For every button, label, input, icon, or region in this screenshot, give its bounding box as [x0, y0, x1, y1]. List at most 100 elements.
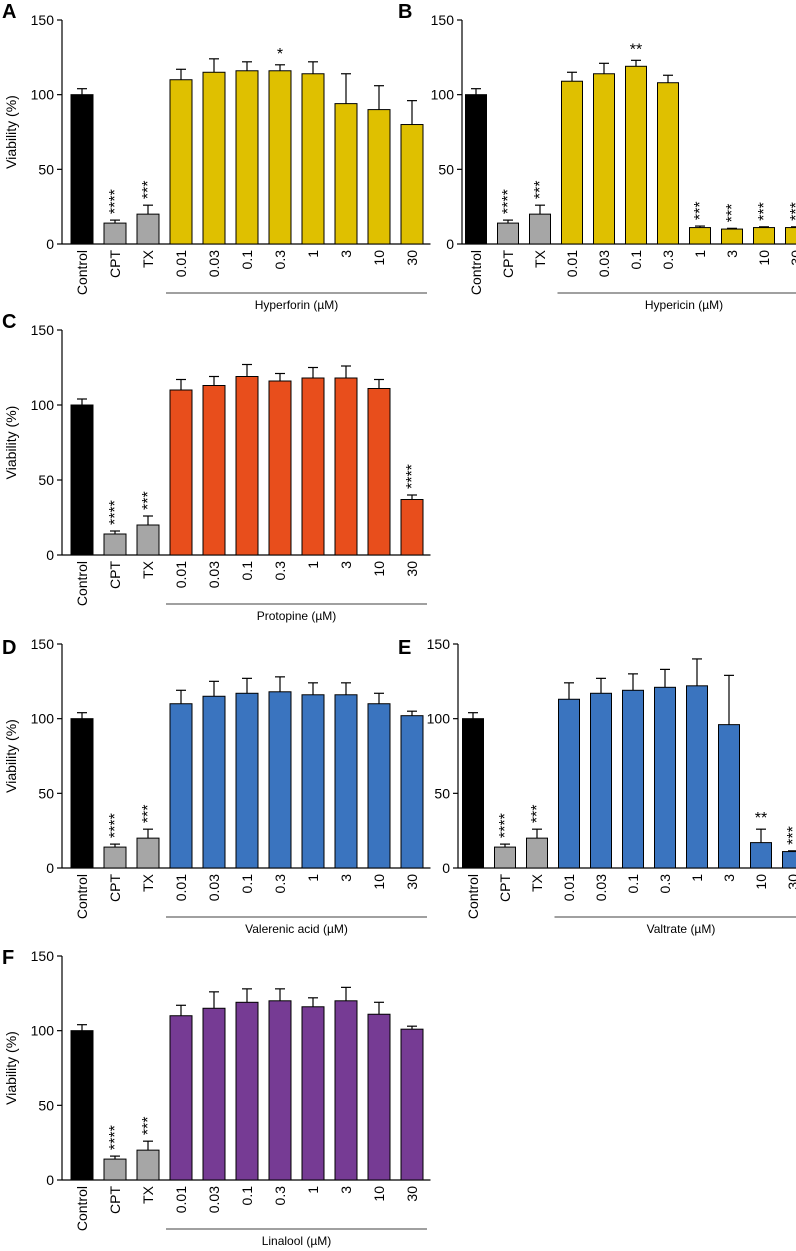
bar-10	[750, 842, 772, 869]
bar-10	[367, 388, 391, 556]
bar-0-01	[169, 389, 193, 556]
bar-control	[70, 1030, 94, 1181]
x-tick-label: 0.03	[206, 874, 222, 901]
y-tick-label: 0	[46, 1172, 54, 1188]
y-tick-label: 50	[38, 161, 54, 177]
y-tick-label: 50	[438, 161, 454, 177]
panel-letter: B	[398, 1, 412, 23]
x-tick-label: 30	[404, 1186, 420, 1202]
bar-cpt	[497, 222, 519, 245]
bar-0-3	[654, 686, 676, 869]
x-tick-label: 3	[724, 250, 740, 258]
bar-control	[70, 718, 94, 869]
y-tick-label: 0	[46, 236, 54, 252]
x-tick-label: 0.3	[272, 874, 288, 894]
x-tick-label: 0.1	[628, 250, 644, 270]
bar-0-01	[558, 698, 580, 869]
x-axis-label: Hypericin (µM)	[645, 298, 723, 312]
bar-3	[334, 694, 358, 869]
significance-mark: ***	[692, 201, 709, 220]
x-tick-label: CPT	[107, 250, 123, 278]
x-tick-label: 0.1	[239, 561, 255, 581]
x-axis-label: Hyperforin (µM)	[255, 298, 339, 312]
panel-letter: C	[2, 311, 16, 333]
x-tick-label: 30	[404, 561, 420, 577]
significance-mark: ***	[140, 180, 157, 199]
y-tick-label: 100	[427, 711, 451, 727]
x-tick-label: Control	[465, 874, 481, 919]
y-tick-label: 100	[31, 87, 55, 103]
x-tick-label: 3	[338, 561, 354, 569]
y-tick-label: 0	[446, 236, 454, 252]
bar-30	[400, 1028, 424, 1181]
bar-0-01	[561, 80, 583, 245]
x-tick-label: CPT	[107, 1186, 123, 1214]
bar-1	[301, 377, 325, 556]
x-tick-label: CPT	[497, 874, 513, 902]
significance-mark: **	[630, 41, 642, 58]
x-tick-label: 30	[404, 874, 420, 890]
x-tick-label: 0.3	[657, 874, 673, 894]
bar-0-3	[657, 82, 679, 245]
panel-letter: F	[2, 947, 14, 969]
x-tick-label: 10	[371, 250, 387, 266]
significance-mark: ***	[756, 202, 773, 221]
x-tick-label: 0.03	[206, 561, 222, 588]
bar-cpt	[494, 846, 516, 869]
bar-0-1	[235, 376, 259, 556]
x-tick-label: 10	[756, 250, 772, 266]
x-tick-label: 3	[721, 874, 737, 882]
x-tick-label: CPT	[500, 250, 516, 278]
significance-mark: *	[277, 46, 283, 63]
significance-mark: ****	[107, 813, 124, 838]
y-tick-label: 0	[46, 860, 54, 876]
y-tick-label: 150	[427, 636, 451, 652]
x-tick-label: 10	[753, 874, 769, 890]
x-tick-label: Control	[74, 250, 90, 295]
x-tick-label: 30	[404, 250, 420, 266]
bar-1	[301, 694, 325, 869]
bar-0-1	[235, 692, 259, 869]
y-tick-label: 150	[431, 12, 455, 28]
panel-letter: E	[398, 637, 411, 659]
bar-1	[686, 685, 708, 869]
x-axis-label: Valerenic acid (µM)	[245, 922, 348, 936]
x-tick-label: 10	[371, 874, 387, 890]
x-tick-label: 0.1	[239, 250, 255, 270]
bar-10	[753, 227, 775, 245]
panel-letter: A	[2, 1, 16, 23]
x-tick-label: Control	[74, 1186, 90, 1231]
x-tick-label: 0.03	[593, 874, 609, 901]
x-tick-label: 0.3	[272, 250, 288, 270]
x-tick-label: 1	[689, 874, 705, 882]
y-tick-label: 150	[31, 636, 55, 652]
x-tick-label: 1	[305, 250, 321, 258]
bar-0-01	[169, 703, 193, 869]
panel-letter: D	[2, 637, 16, 659]
y-tick-label: 150	[31, 12, 55, 28]
bar-cpt	[103, 222, 127, 245]
x-tick-label: Control	[468, 250, 484, 295]
x-tick-label: 3	[338, 1186, 354, 1194]
y-tick-label: 100	[31, 1023, 55, 1039]
bar-3	[334, 377, 358, 556]
x-tick-label: 1	[305, 874, 321, 882]
x-tick-label: 0.01	[173, 1186, 189, 1213]
bar-0-3	[268, 691, 292, 869]
significance-mark: ***	[532, 180, 549, 199]
y-tick-label: 150	[31, 948, 55, 964]
y-tick-label: 50	[38, 472, 54, 488]
bar-10	[367, 1013, 391, 1181]
bar-tx	[526, 837, 548, 869]
bar-0-3	[268, 70, 292, 245]
x-tick-label: 0.1	[239, 874, 255, 894]
x-tick-label: 0.1	[239, 1186, 255, 1206]
x-tick-label: TX	[140, 249, 156, 268]
x-tick-label: 0.03	[206, 1186, 222, 1213]
x-tick-label: Control	[74, 874, 90, 919]
y-tick-label: 50	[434, 785, 450, 801]
y-tick-label: 100	[31, 397, 55, 413]
panel-f: F Viability (%) 0 50 100 150 Control **** CPT ***…	[2, 947, 431, 1248]
